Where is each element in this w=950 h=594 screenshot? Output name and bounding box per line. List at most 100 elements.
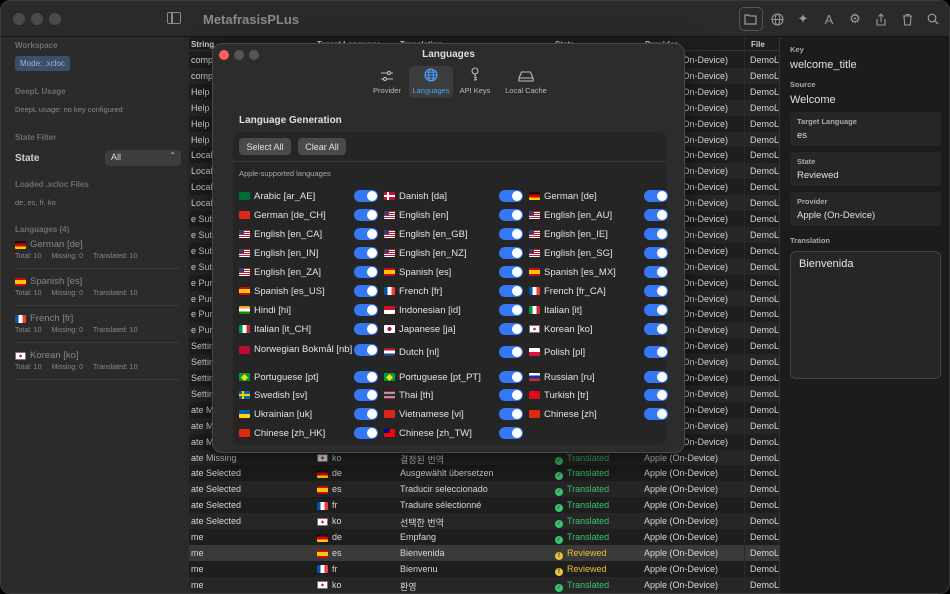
close-window-button[interactable]	[13, 13, 25, 25]
language-toggle[interactable]	[644, 346, 668, 358]
tab-local-cache[interactable]: Local Cache	[497, 66, 555, 98]
state-filter-row: State All	[15, 150, 181, 166]
tab-languages[interactable]: Languages	[409, 66, 453, 98]
share-icon[interactable]	[869, 7, 893, 31]
language-toggle[interactable]	[354, 285, 378, 297]
language-toggle[interactable]	[499, 266, 523, 278]
row-provider: Apple (On-Device)	[644, 484, 719, 495]
table-row[interactable]: ate Mis le (On-Device) DemoL	[189, 402, 779, 418]
language-toggle[interactable]	[354, 408, 378, 420]
text-format-icon[interactable]: A	[824, 11, 834, 27]
sparkles-icon[interactable]: ✦	[797, 11, 809, 26]
language-toggle[interactable]	[354, 371, 378, 383]
table-row[interactable]: me ko 환영 ✓ Translated Apple (On-Device) DemoL	[189, 576, 779, 593]
table-row[interactable]: Help le (On-Device) DemoL	[189, 116, 779, 132]
table-row[interactable]: comp le (On-Device) DemoL	[189, 52, 779, 68]
language-toggle[interactable]	[354, 228, 378, 240]
language-toggle[interactable]	[354, 389, 378, 401]
language-option: Hindi [hi]	[239, 302, 378, 318]
table-row[interactable]: me es Bienvenida! Reviewed Apple (On-Device)…	[189, 544, 779, 561]
language-toggle[interactable]	[354, 344, 378, 356]
language-toggle[interactable]	[354, 427, 378, 439]
table-row[interactable]: e Purc le (On-Device) DemoL	[189, 306, 779, 322]
language-toggle[interactable]	[644, 190, 668, 202]
table-row[interactable]: ate Missing ko 결정된 번역 ✓ Translated Apple (On-…	[189, 449, 779, 466]
language-toggle[interactable]	[499, 346, 523, 358]
column-header-file[interactable]: File	[751, 40, 765, 49]
translation-editor[interactable]: Bienvenida	[790, 251, 941, 379]
table-row[interactable]: Setting le (On-Device) DemoL	[189, 338, 779, 354]
language-toggle[interactable]	[354, 209, 378, 221]
language-toggle[interactable]	[499, 304, 523, 316]
table-row[interactable]: Local le (On-Device) DemoL	[189, 179, 779, 195]
row-state: ✓ Translated	[555, 532, 609, 544]
language-toggle[interactable]	[644, 304, 668, 316]
sidebar-toggle-icon[interactable]	[167, 12, 181, 24]
table-row[interactable]: e Sub le (On-Device) DemoL	[189, 211, 779, 227]
sidebar-language-name: Spanish [es]	[15, 276, 181, 287]
folder-open-icon[interactable]	[739, 7, 763, 31]
sidebar-language-ko[interactable]: Korean [ko] Total: 10 Missing: 0 Translated…	[15, 350, 181, 380]
language-toggle[interactable]	[499, 228, 523, 240]
tab-api-keys[interactable]: API Keys	[453, 66, 497, 98]
language-toggle[interactable]	[354, 247, 378, 259]
language-toggle[interactable]	[354, 190, 378, 202]
row-state: ✓ Translated	[555, 453, 609, 465]
language-option: Chinese [zh]	[529, 406, 668, 422]
column-header-string[interactable]: String	[191, 40, 215, 49]
language-toggle[interactable]	[644, 285, 668, 297]
trash-icon[interactable]	[895, 7, 919, 31]
table-row[interactable]: ate Mis le (On-Device) DemoL	[189, 434, 779, 450]
language-toggle[interactable]	[499, 285, 523, 297]
language-toggle[interactable]	[644, 247, 668, 259]
language-toggle[interactable]	[499, 427, 523, 439]
sidebar-language-de[interactable]: German [de] Total: 10 Missing: 0 Translated…	[15, 239, 181, 269]
language-toggle[interactable]	[644, 371, 668, 383]
table-row[interactable]: me fr Bienvenu! Reviewed Apple (On-Device) De…	[189, 561, 779, 577]
language-toggle[interactable]	[644, 389, 668, 401]
language-toggle[interactable]	[499, 408, 523, 420]
language-toggle[interactable]	[354, 266, 378, 278]
state-select[interactable]: All	[105, 150, 181, 166]
table-row[interactable]: ate Selected de Ausgewählt übersetzen ✓ Tran…	[189, 465, 779, 481]
language-toggle[interactable]	[354, 323, 378, 335]
sidebar-language-fr[interactable]: French [fr] Total: 10 Missing: 0 Translated…	[15, 313, 181, 343]
search-icon[interactable]	[921, 7, 945, 31]
language-toggle[interactable]	[499, 247, 523, 259]
language-toggle[interactable]	[354, 304, 378, 316]
languages-section-label: Languages (4)	[15, 225, 70, 234]
clear-all-button[interactable]: Clear All	[298, 138, 346, 155]
table-row[interactable]: Local le (On-Device) DemoL	[189, 147, 779, 163]
tab-provider[interactable]: Provider	[365, 66, 409, 98]
language-toggle[interactable]	[499, 389, 523, 401]
language-toggle[interactable]	[499, 190, 523, 202]
table-row[interactable]: ate Selected es Traducir seleccionado ✓ Tran…	[189, 481, 779, 498]
minimize-window-button[interactable]	[31, 13, 43, 25]
language-toggle[interactable]	[499, 323, 523, 335]
table-row[interactable]: ate Selected ko 선택한 번역 ✓ Translated Apple (On…	[189, 513, 779, 529]
language-toggle[interactable]	[644, 228, 668, 240]
table-row[interactable]: e Sub le (On-Device) DemoL	[189, 243, 779, 259]
sidebar-language-stats: Total: 10 Missing: 0 Translated: 10	[15, 327, 181, 343]
language-toggle[interactable]	[644, 408, 668, 420]
language-option: English [en]	[384, 207, 523, 223]
table-row[interactable]: ate Selected fr Traduire sélectionné ✓ Trans…	[189, 497, 779, 513]
language-toggle[interactable]	[644, 209, 668, 221]
sidebar-language-es[interactable]: Spanish [es] Total: 10 Missing: 0 Translate…	[15, 276, 181, 306]
gear-icon[interactable]: ⚙	[849, 11, 861, 26]
table-row[interactable]: Help le (On-Device) DemoL	[189, 84, 779, 100]
globe-icon[interactable]	[765, 7, 789, 31]
select-all-button[interactable]: Select All	[239, 138, 291, 155]
zoom-window-button[interactable]	[49, 13, 61, 25]
table-row[interactable]: e Purc le (On-Device) DemoL	[189, 275, 779, 291]
key-label: Key	[790, 45, 804, 54]
table-row[interactable]: Setting le (On-Device) DemoL	[189, 370, 779, 386]
table-row[interactable]: me de Empfang ✓ Translated Apple (On-Device) D…	[189, 529, 779, 545]
missing-count: Missing: 0	[51, 364, 83, 371]
row-key: e Purc	[191, 309, 218, 320]
modal-close-button[interactable]	[219, 50, 229, 60]
language-toggle[interactable]	[644, 323, 668, 335]
language-toggle[interactable]	[644, 266, 668, 278]
language-toggle[interactable]	[499, 371, 523, 383]
language-toggle[interactable]	[499, 209, 523, 221]
